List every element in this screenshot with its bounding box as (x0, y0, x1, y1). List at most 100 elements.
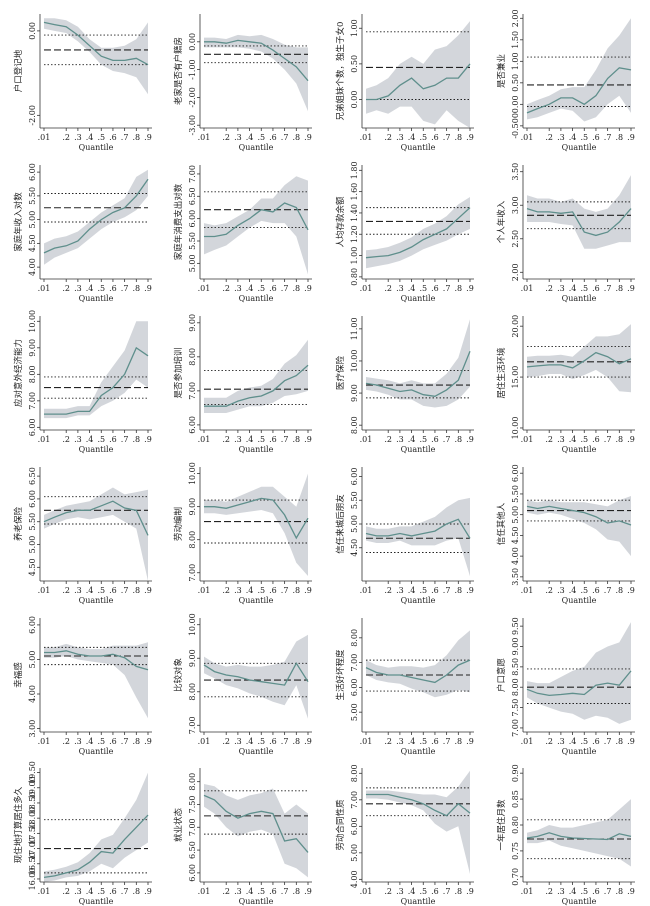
y-tick-label: 8.00 (350, 416, 359, 434)
y-tick-label: 8.00 (188, 348, 197, 366)
x-tick-label: .4 (408, 435, 416, 444)
x-tick-label: .9 (144, 133, 152, 142)
x-axis-label: Quantile (562, 294, 597, 303)
x-tick-label: .8 (615, 586, 623, 595)
x-tick-label: .6 (269, 435, 277, 444)
x-tick-label: .8 (615, 887, 623, 896)
panel-2: 0.00 -1.00 -2.00 -3.00.01 .2 .3 .4.5 .6 .7.8 .9 Qu… (173, 14, 312, 152)
x-tick-label: .5 (580, 435, 588, 444)
x-tick-label: .8 (292, 586, 300, 595)
confidence-band (204, 473, 308, 576)
x-tick-label: .6 (592, 737, 600, 746)
x-axis-label: Quantile (239, 143, 274, 152)
x-tick-label: .8 (454, 887, 462, 896)
quantile-estimate-line (526, 505, 632, 526)
x-tick-label: .2 (545, 887, 553, 896)
x-tick-label: .4 (86, 887, 94, 896)
x-tick-label: .7 (281, 133, 289, 142)
y-tick-label: 10.00 (511, 417, 520, 440)
x-tick-label: .2 (62, 887, 70, 896)
y-tick-label: 10.00 (188, 613, 197, 636)
quantile-estimate-line (43, 814, 149, 879)
confidence-band (366, 770, 470, 874)
x-tick-label: .6 (431, 737, 439, 746)
x-tick-label: .6 (269, 887, 277, 896)
y-tick-label: 1.50 (511, 31, 520, 49)
x-tick-label: .7 (281, 586, 289, 595)
panel-18: 7.00 8.00 9.00 10.00 .01 .2 .3 .4.5 .6 .7.8 .9 Quan… (173, 613, 312, 756)
x-tick-label: .3 (557, 737, 565, 746)
plot-area (203, 339, 309, 413)
y-tick-label: 4.00 (28, 685, 37, 703)
y-tick-label: 7.50 (188, 796, 197, 814)
x-tick-label: .3 (234, 887, 242, 896)
y-tick-label: 9.00 (188, 649, 197, 667)
x-tick-label: .3 (557, 284, 565, 293)
y-tick-label: 4.50 (28, 234, 37, 252)
x-tick-label: .4 (569, 887, 577, 896)
panel-9: 6.00 7.00 8.00 9.00 10.00 .01 .2 .3 .4.5 .6 .7.8 .9… (13, 310, 152, 454)
x-tick-label: .6 (431, 284, 439, 293)
x-axis-label: Quantile (562, 143, 597, 152)
panel-6: 5.00 5.50 6.00 6.50 7.00 .01 .2 .3 .4.5 .6 .7.8 .9 Q… (173, 165, 312, 303)
panel-20: 7.00 7.50 8.00 8.50 9.00 9.50 .01 .2 .3 .4.5 .6 .7.… (496, 617, 635, 756)
y-tick-label: 3.00 (511, 196, 520, 214)
y-tick-label: 5.50 (28, 187, 37, 205)
quantile-estimate-line (365, 207, 471, 259)
x-tick-label: .9 (304, 586, 312, 595)
y-tick-label: 5.50 (28, 513, 37, 531)
x-tick-label: .3 (396, 435, 404, 444)
x-tick-label: .8 (292, 737, 300, 746)
x-axis-label: Quantile (401, 445, 436, 454)
x-tick-label: .8 (615, 284, 623, 293)
y-tick-label: 8.00 (350, 629, 359, 647)
y-tick-label: 9.00 (511, 638, 520, 656)
x-tick-label: .01 (198, 737, 211, 746)
quantile-estimate-line (43, 21, 149, 66)
x-tick-label: .9 (304, 887, 312, 896)
x-tick-label: .5 (97, 737, 105, 746)
x-tick-label: .9 (627, 133, 635, 142)
x-tick-label: .01 (198, 284, 211, 293)
x-tick-label: .8 (292, 887, 300, 896)
x-tick-label: .7 (281, 284, 289, 293)
x-tick-label: .8 (132, 133, 140, 142)
x-tick-label: .6 (431, 586, 439, 595)
y-tick-label: 8.00 (188, 773, 197, 791)
y-tick-label: 5.00 (350, 844, 359, 862)
confidence-band (204, 176, 308, 275)
y-tick-label: 8.00 (28, 365, 37, 383)
y-axis-label: 现住地打算居住多久 (13, 786, 24, 863)
x-tick-label: .01 (521, 133, 534, 142)
x-axis-label: Quantile (562, 897, 597, 906)
y-tick-label: 6.00 (28, 418, 37, 436)
plot-area (526, 622, 632, 724)
x-tick-label: .8 (454, 586, 462, 595)
y-tick-label: 1.00 (511, 52, 520, 70)
x-axis-label: Quantile (79, 747, 114, 756)
y-tick-label: 7.00 (188, 818, 197, 836)
plot-area (526, 496, 632, 557)
x-tick-label: .7 (604, 737, 612, 746)
x-tick-label: .9 (144, 737, 152, 746)
x-tick-label: .2 (62, 284, 70, 293)
x-tick-label: .7 (121, 737, 129, 746)
x-tick-label: .9 (466, 586, 474, 595)
x-tick-label: .5 (419, 133, 427, 142)
x-tick-label: .3 (74, 586, 82, 595)
y-tick-label: 7.00 (188, 716, 197, 734)
x-tick-label: .9 (627, 435, 635, 444)
x-tick-label: .4 (408, 737, 416, 746)
confidence-band (527, 324, 631, 393)
y-tick-label: 1.60 (350, 183, 359, 201)
x-tick-label: .5 (419, 586, 427, 595)
x-tick-label: .5 (419, 887, 427, 896)
quantile-estimate-line (204, 497, 309, 540)
x-tick-label: .01 (360, 133, 373, 142)
y-tick-label: 9.00 (188, 314, 197, 332)
y-tick-label: 4.50 (28, 558, 37, 576)
x-tick-label: .2 (384, 586, 392, 595)
x-tick-label: .9 (304, 284, 312, 293)
x-tick-label: .8 (615, 133, 623, 142)
x-tick-label: .01 (38, 435, 51, 444)
